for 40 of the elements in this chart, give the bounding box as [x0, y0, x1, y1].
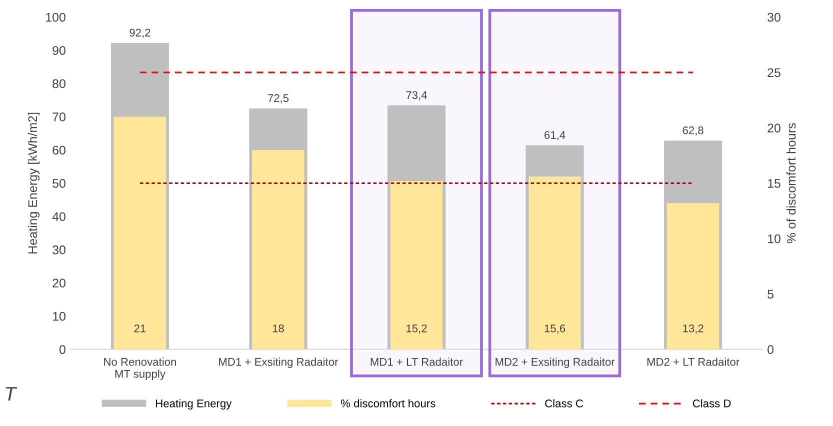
y2-tick-label: 5	[768, 290, 774, 299]
x-tick-label: MD1 + Exsiting Radaitor	[219, 358, 338, 368]
y2-tick-label: 15	[768, 179, 780, 188]
y-axis-title: Heating Energy [kWh/m2]	[28, 112, 40, 254]
y2-axis-title: % of discomfort hours	[786, 123, 796, 244]
y-tick-label: 40	[52, 212, 66, 222]
y2-tick-label: 25	[768, 68, 780, 78]
data-label: 18	[272, 324, 284, 332]
y-tick-label: 100	[46, 12, 66, 22]
data-label: 92,2	[130, 28, 150, 38]
y-tick-label: 0	[59, 345, 66, 354]
y-tick-label: 80	[52, 79, 66, 88]
y-tick-label: 60	[52, 146, 66, 155]
data-label: 62,8	[682, 126, 704, 136]
legend-label: Heating Energy	[156, 399, 232, 410]
data-label: 13,2	[683, 324, 704, 334]
data-label: 21	[134, 324, 146, 332]
data-label: 72,5	[268, 94, 289, 104]
legend-label: Class D	[692, 399, 731, 408]
y2-tick-label: 0	[768, 345, 774, 354]
data-label: 15,2	[406, 324, 427, 334]
x-tick-label: MD2 + Exsiting Radaitor	[496, 358, 615, 368]
y-tick-label: 10	[52, 312, 66, 321]
legend-label: Class C	[545, 399, 584, 408]
y-tick-label: 90	[52, 46, 66, 55]
y2-tick-label: 10	[768, 234, 780, 244]
y-tick-label: 30	[52, 245, 66, 254]
text: T	[6, 387, 18, 400]
data-label: 73,4	[406, 91, 427, 100]
y-tick-label: 70	[52, 112, 66, 122]
x-tick-label: No Renovation MT supply	[104, 358, 176, 380]
y-tick-label: 20	[52, 278, 66, 288]
x-tick-label: MD1 + LT Radaitor	[370, 358, 463, 366]
y-tick-label: 50	[52, 178, 66, 188]
y2-tick-label: 20	[768, 124, 780, 132]
data-label: 15,6	[544, 324, 566, 334]
x-tick-label: MD2 + LT Radaitor	[647, 358, 740, 366]
legend-label: % discomfort hours	[340, 399, 436, 408]
y2-tick-label: 30	[768, 12, 780, 22]
data-label: 61,4	[544, 131, 566, 140]
